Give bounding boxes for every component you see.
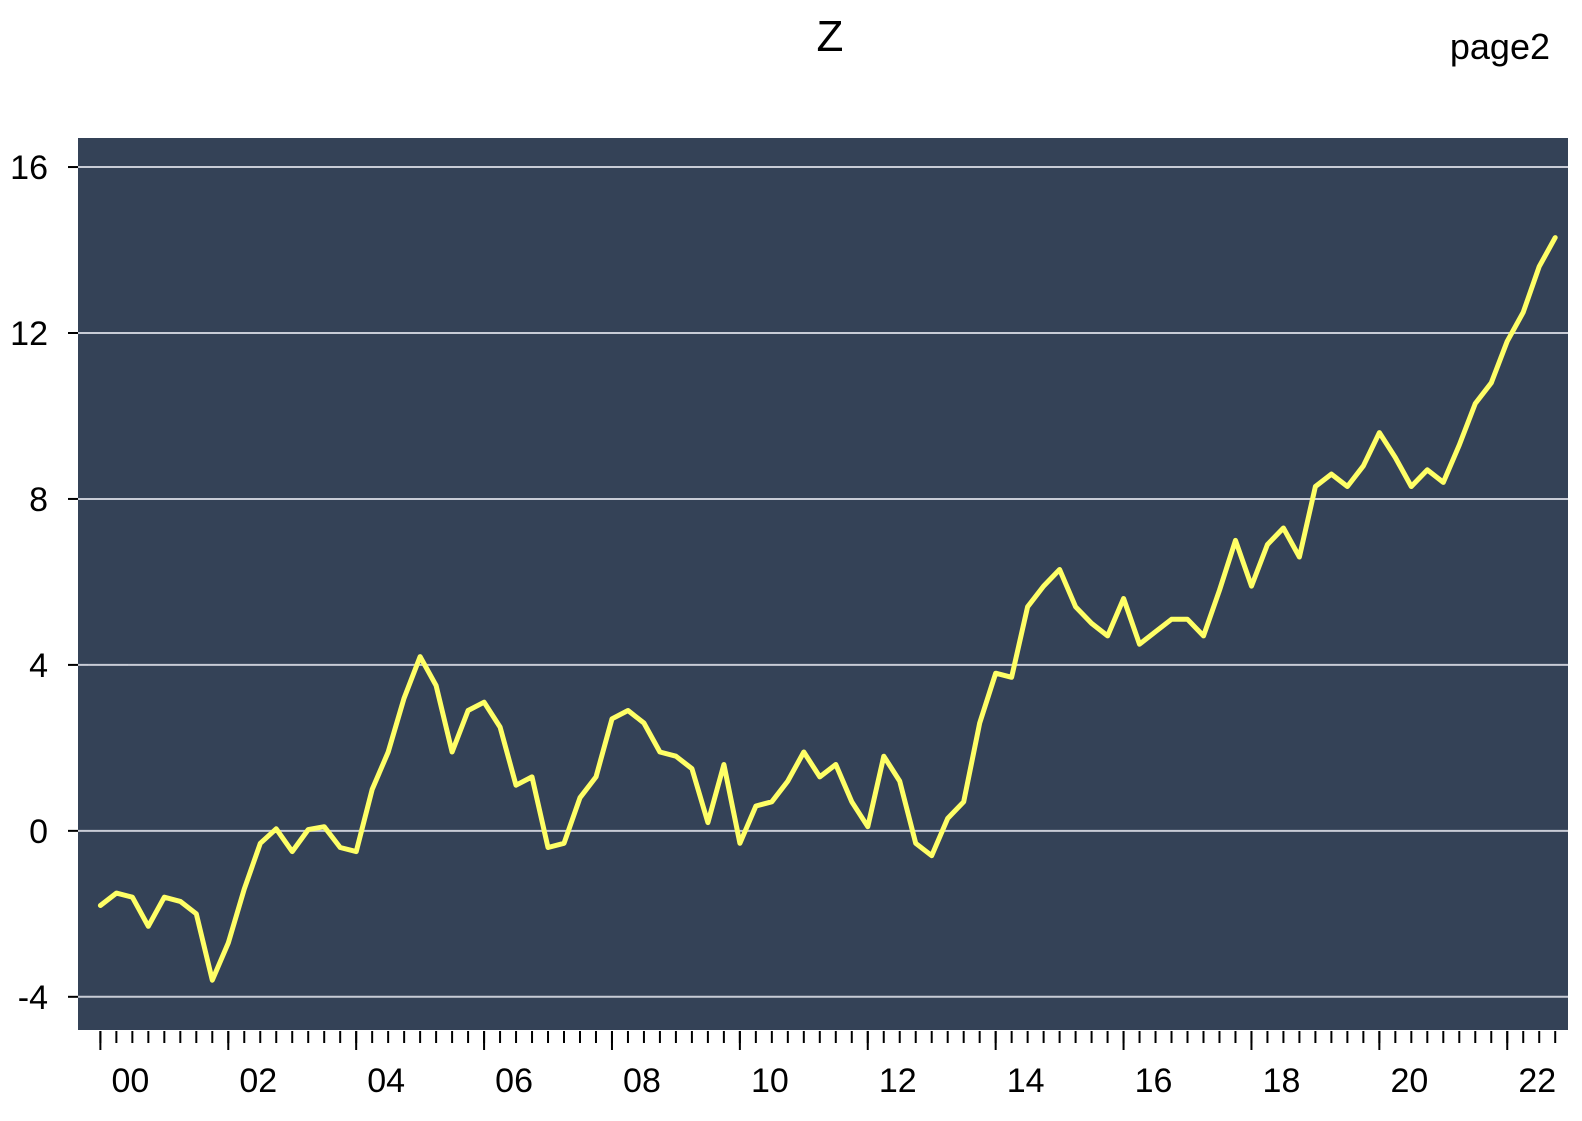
x-axis: 00 02 04 06 08 10 12 14 16 18 20 22 [99, 1031, 1557, 1100]
gridlines [78, 166, 1568, 998]
chart-title: Z [816, 12, 844, 61]
x-tick-label: 18 [1263, 1062, 1301, 1100]
series-line-z [97, 235, 1558, 983]
x-tick-label: 20 [1390, 1062, 1428, 1100]
x-tick-label: 04 [367, 1062, 405, 1100]
x-tick-label: 00 [111, 1062, 149, 1100]
y-tick-label: 16 [10, 149, 48, 187]
x-tick-label: 06 [495, 1062, 533, 1100]
y-tick-label: 0 [29, 813, 48, 851]
series-layer [97, 235, 1558, 983]
x-tick-label: 10 [751, 1062, 789, 1100]
y-tick-label: 12 [10, 315, 48, 353]
x-tick-label: 16 [1135, 1062, 1173, 1100]
x-tick-label: 22 [1518, 1062, 1556, 1100]
y-axis: -4 0 4 8 12 16 [10, 149, 78, 1017]
y-tick-label: 8 [29, 481, 48, 519]
x-tick-label: 08 [623, 1062, 661, 1100]
plot-area [78, 138, 1568, 1030]
x-tick-label: 02 [239, 1062, 277, 1100]
y-tick-label: -4 [18, 979, 48, 1017]
y-tick-label: 4 [29, 647, 48, 685]
x-tick-label: 12 [879, 1062, 917, 1100]
x-tick-label: 14 [1007, 1062, 1045, 1100]
page-label: page2 [1449, 26, 1550, 67]
